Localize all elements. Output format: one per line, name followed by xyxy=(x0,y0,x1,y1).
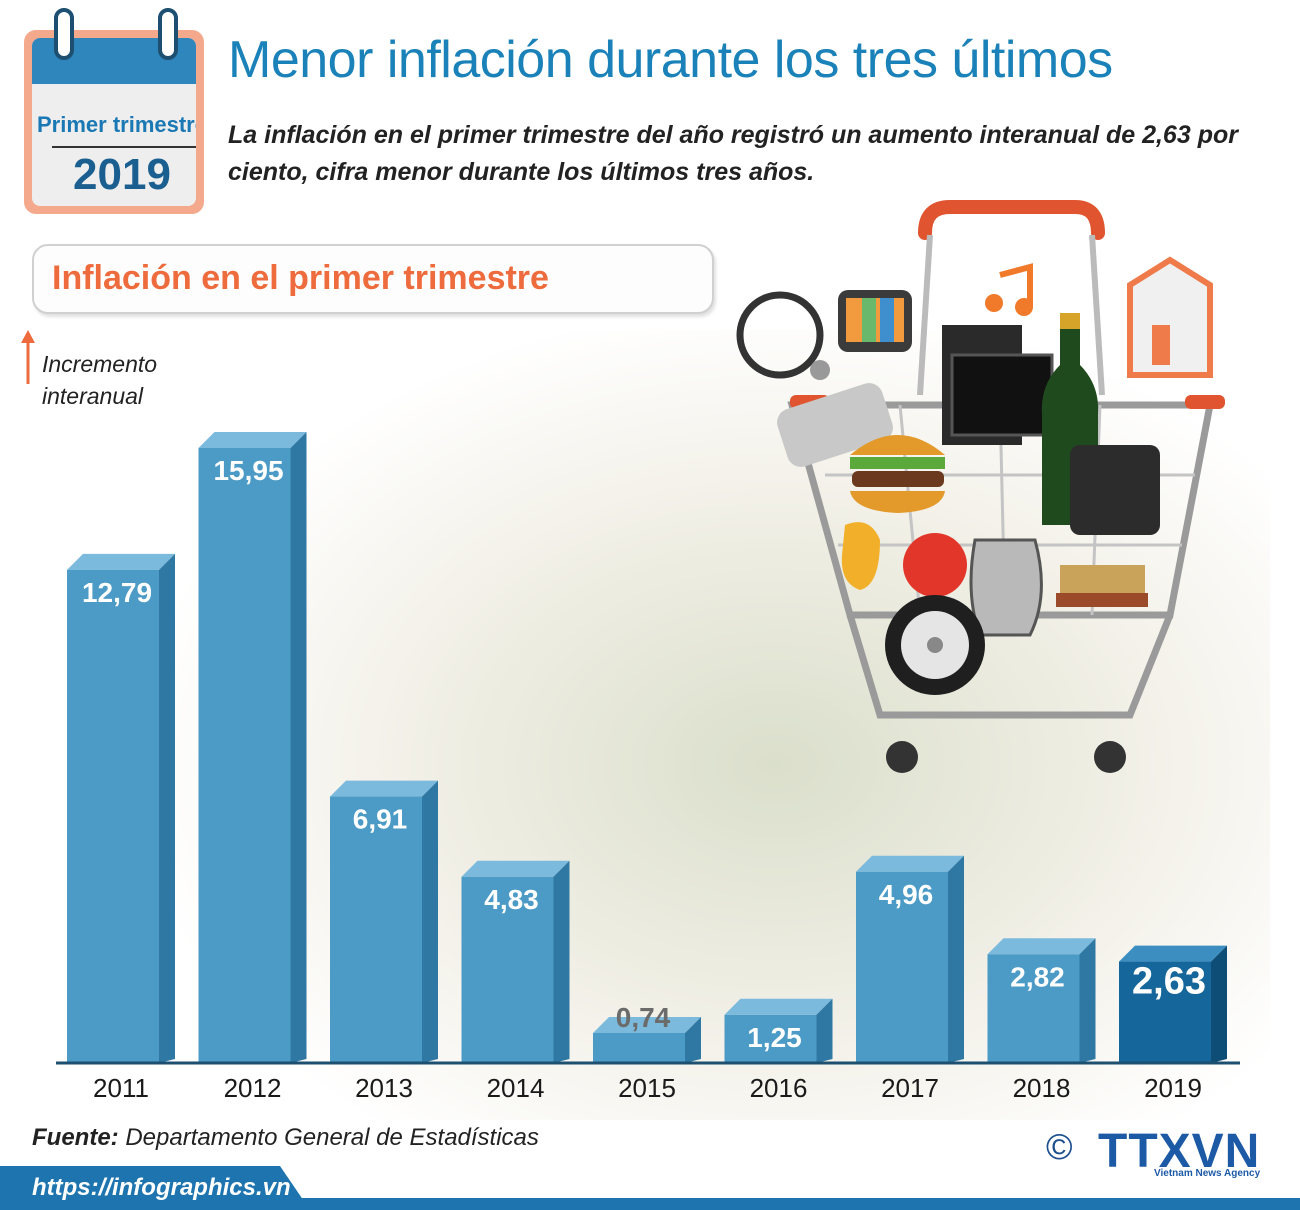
bar-2017 xyxy=(856,855,964,1063)
bar-front-face xyxy=(856,871,948,1063)
calendar-quarter: Primer trimestre xyxy=(37,112,196,137)
section-heading-box: Inflación en el primer trimestre xyxy=(32,244,714,314)
page-title: Menor inflación durante los tres últimos xyxy=(228,31,1113,89)
section-heading: Inflación en el primer trimestre xyxy=(52,259,549,297)
bar-front-face xyxy=(461,876,554,1063)
bar-value-label: 12,79 xyxy=(82,577,152,608)
x-tick-label: 2014 xyxy=(487,1073,545,1103)
bar-2013 xyxy=(330,780,438,1063)
bar-front-face xyxy=(1119,961,1211,1063)
logo-wordmark: TTXVN xyxy=(1098,1125,1261,1178)
x-tick-label: 2015 xyxy=(618,1073,676,1103)
bar-2011 xyxy=(67,553,175,1063)
url-tab: https://infographics.vn xyxy=(0,1166,310,1210)
bar-front-face xyxy=(593,1033,685,1063)
x-tick-label: 2013 xyxy=(355,1073,413,1103)
bar-side-face xyxy=(1211,945,1227,1063)
calendar-year: 2019 xyxy=(73,150,171,199)
footer-band xyxy=(0,1198,1300,1210)
axis-caption-line-1: Incremento xyxy=(42,351,158,377)
bar-top-face xyxy=(1119,945,1227,962)
axis-caption-line-2: interanual xyxy=(42,383,144,409)
page-subtitle: La inflación en el primer trimestre del … xyxy=(228,121,1238,186)
bar-top-face xyxy=(724,998,833,1015)
source-url[interactable]: https://infographics.vn xyxy=(32,1174,291,1201)
bar-side-face xyxy=(159,553,175,1063)
axis-caption: Incremento interanual xyxy=(42,348,157,412)
calendar-badge: Primer trimestre 2019 xyxy=(24,8,204,214)
bar-front-face xyxy=(330,796,422,1063)
bar-2018 xyxy=(987,938,1096,1063)
bar-side-face xyxy=(816,998,833,1063)
bar-value-label: 4,96 xyxy=(879,879,934,910)
bar-side-face xyxy=(685,1017,701,1063)
bar-front-face xyxy=(198,448,291,1063)
bar-2016 xyxy=(724,998,833,1063)
calendar-ring-icon xyxy=(158,8,178,60)
bar-top-face xyxy=(856,855,964,872)
bar-side-face xyxy=(553,860,570,1063)
x-tick-label: 2019 xyxy=(1144,1073,1202,1103)
bar-value-label: 2,63 xyxy=(1132,961,1206,1003)
logo-agency-name: Vietnam News Agency xyxy=(1154,1168,1261,1179)
bar-side-face xyxy=(290,432,307,1063)
labels-layer: 12,79 2011 15,95 2012 6,91 2013 4,83 2014 0,74 20… xyxy=(82,455,1206,1103)
bars-layer xyxy=(67,432,1227,1063)
calendar-divider xyxy=(52,146,196,148)
calendar-ring-icon xyxy=(54,8,74,60)
x-tick-label: 2016 xyxy=(750,1073,808,1103)
source-label: Fuente: xyxy=(32,1124,119,1151)
x-tick-label: 2018 xyxy=(1013,1073,1071,1103)
bar-top-face xyxy=(198,432,307,448)
bar-value-label: 15,95 xyxy=(213,455,283,486)
bar-top-face xyxy=(461,860,570,877)
bar-front-face xyxy=(987,954,1080,1063)
bar-2012 xyxy=(198,432,307,1063)
ttxvn-logo: © TTXVN Vietnam News Agency xyxy=(1046,1124,1272,1184)
x-tick-label: 2017 xyxy=(881,1073,939,1103)
bar-top-face xyxy=(330,780,438,797)
source-text: Departamento General de Estadísticas xyxy=(125,1124,539,1151)
bar-2015 xyxy=(593,1017,701,1063)
bar-top-face xyxy=(987,938,1096,955)
bar-side-face xyxy=(422,780,438,1063)
bar-2014 xyxy=(461,860,570,1063)
bar-value-label: 1,25 xyxy=(747,1022,802,1053)
bar-value-label: 2,82 xyxy=(1010,961,1065,992)
source-note: Fuente: Departamento General de Estadíst… xyxy=(32,1124,539,1152)
x-tick-label: 2011 xyxy=(93,1073,149,1103)
bar-side-face xyxy=(948,855,964,1063)
bar-2019 xyxy=(1119,945,1227,1063)
bar-top-face xyxy=(67,553,175,570)
x-tick-label: 2012 xyxy=(224,1073,282,1103)
up-arrow-icon xyxy=(21,330,35,384)
bar-value-label: 0,74 xyxy=(616,1002,671,1033)
bar-side-face xyxy=(1079,938,1096,1063)
shopping-cart-with-goods-icon xyxy=(736,200,1225,773)
bar-value-label: 6,91 xyxy=(353,804,408,835)
bar-top-face xyxy=(593,1017,701,1033)
inflation-bar-chart: 12,79 2011 15,95 2012 6,91 2013 4,83 2014 0,74 20… xyxy=(56,432,1240,1103)
copyright-symbol: © xyxy=(1046,1126,1073,1167)
bar-front-face xyxy=(67,569,159,1063)
bar-front-face xyxy=(724,1014,817,1063)
bar-value-label: 4,83 xyxy=(484,884,539,915)
